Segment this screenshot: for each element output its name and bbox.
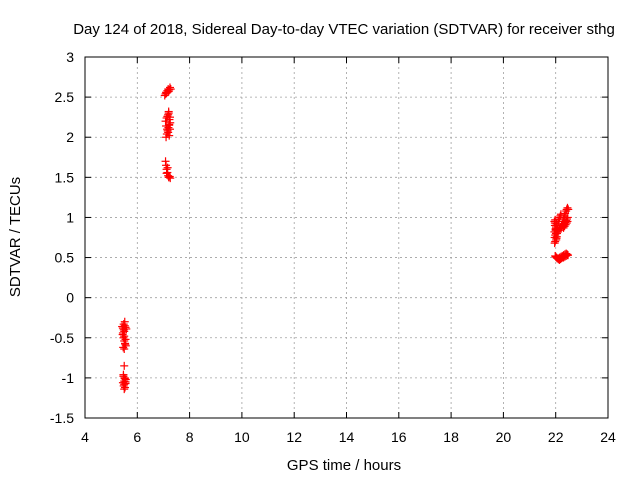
y-tick-label: 1.5 [55,169,75,185]
data-point [121,379,130,388]
data-point [165,113,174,122]
data-point [120,385,129,394]
y-tick-label: 0 [66,290,74,306]
data-point [562,219,571,228]
data-point [164,173,173,182]
y-tick-label: 3 [66,49,74,65]
data-point [162,169,171,178]
data-point [563,250,572,259]
chart-title: Day 124 of 2018, Sidereal Day-to-day VTE… [73,21,615,38]
data-point [119,370,128,379]
y-tick-label: 1 [66,209,74,225]
x-tick-label: 14 [339,429,355,445]
y-tick-labels: -1.5 -1 -0.5 0 0.5 1 1.5 2 2.5 3 [50,49,74,426]
data-point [121,335,130,344]
data-point [563,251,572,260]
y-tick-label: -1 [62,370,75,386]
data-points [118,83,573,394]
data-point [564,205,573,214]
grid-lines [85,57,608,418]
data-point [163,163,172,172]
x-tick-label: 8 [186,429,194,445]
data-point [556,210,565,219]
data-point [120,345,129,354]
y-tick-label: -0.5 [50,330,74,346]
x-tick-label: 20 [496,429,512,445]
axis-ticks [84,56,609,419]
data-point [165,121,174,130]
data-point [166,174,175,183]
data-point [165,83,174,92]
x-axis-label: GPS time / hours [287,457,401,474]
data-point [562,249,571,258]
data-point [120,361,129,370]
x-tick-labels: 4 6 8 10 12 14 16 18 20 22 24 [81,429,616,445]
data-point [165,131,174,140]
data-point [166,85,175,94]
x-tick-label: 4 [81,429,89,445]
x-tick-label: 24 [600,429,616,445]
x-tick-label: 6 [133,429,141,445]
data-point [120,374,129,383]
data-point [563,217,572,226]
data-point [120,317,129,326]
data-point [164,107,173,116]
data-point [550,239,559,248]
data-point [122,324,131,333]
y-tick-label: 2.5 [55,89,75,105]
y-tick-label: -1.5 [50,410,74,426]
y-axis-label: SDTVAR / TECUs [7,177,24,297]
data-point [563,203,572,212]
y-tick-label: 2 [66,129,74,145]
x-tick-label: 10 [234,429,250,445]
x-tick-label: 22 [548,429,564,445]
x-tick-label: 18 [443,429,459,445]
x-tick-label: 16 [391,429,407,445]
x-tick-label: 12 [286,429,302,445]
y-tick-label: 0.5 [55,250,75,266]
